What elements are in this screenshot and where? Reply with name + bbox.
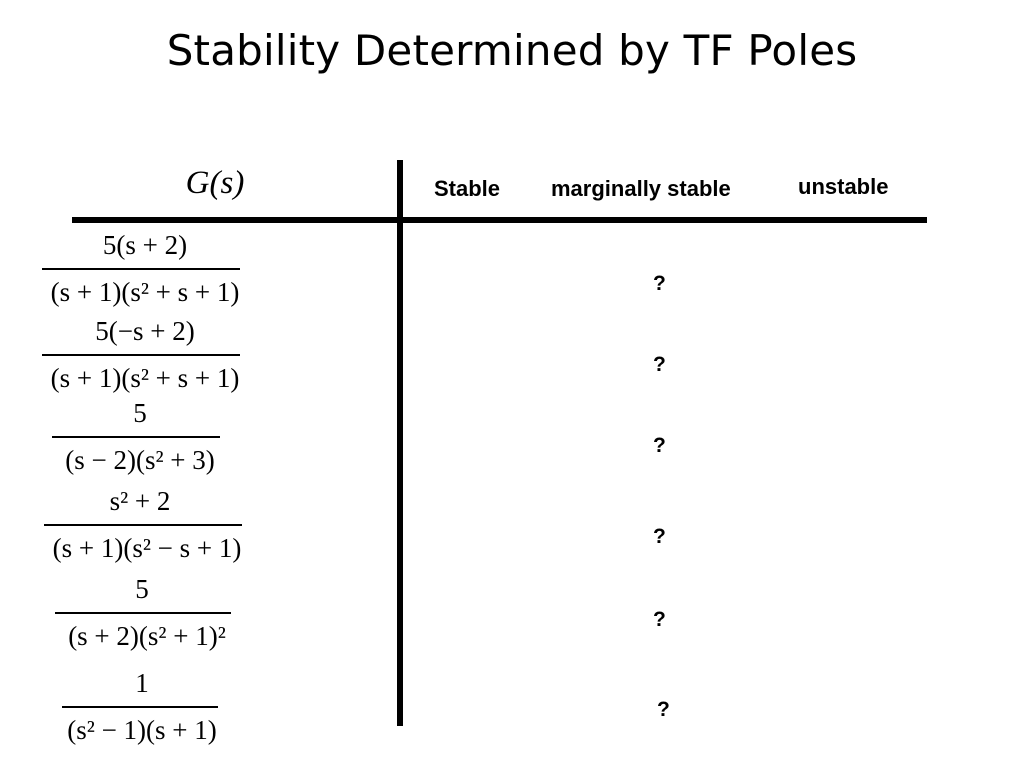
g-symbol: G	[185, 165, 210, 201]
numerator: 5(−s + 2)	[95, 316, 195, 346]
fraction-bar	[62, 706, 218, 708]
numerator: 5(s + 2)	[102, 230, 188, 260]
numerator: 1	[135, 668, 149, 698]
column-header-unstable: unstable	[798, 174, 889, 199]
slide-title: Stability Determined by TF Poles	[166, 26, 858, 75]
denominator: (s + 1)(s² + s + 1)	[50, 363, 240, 393]
fraction-bar	[42, 268, 240, 270]
answer-mark: ?	[653, 434, 666, 457]
answer-mark: ?	[653, 525, 666, 548]
denominator: (s − 2)(s² + 3)	[65, 445, 215, 475]
answer-mark: ?	[653, 353, 666, 376]
numerator: 5	[133, 398, 147, 428]
column-header-transfer-function: G(s)	[160, 165, 270, 202]
fraction-bar	[52, 436, 220, 438]
fraction-bar	[42, 354, 240, 356]
numerator: 5	[135, 574, 149, 604]
column-divider	[397, 160, 403, 726]
g-argument: (s)	[209, 165, 245, 201]
numerator: s² + 2	[109, 486, 171, 516]
answer-mark: ?	[653, 608, 666, 631]
denominator: (s + 2)(s² + 1)²	[68, 621, 226, 651]
fraction-bar	[55, 612, 231, 614]
denominator: (s + 1)(s² + s + 1)	[50, 277, 240, 307]
column-header-stable: Stable	[434, 176, 501, 201]
denominator: (s + 1)(s² − s + 1)	[52, 533, 242, 563]
column-header-marginally-stable: marginally stable	[551, 176, 731, 201]
denominator: (s² − 1)(s + 1)	[67, 715, 217, 745]
fraction-bar	[44, 524, 242, 526]
answer-mark: ?	[653, 272, 666, 295]
answer-mark: ?	[657, 698, 670, 721]
header-divider	[72, 217, 927, 223]
